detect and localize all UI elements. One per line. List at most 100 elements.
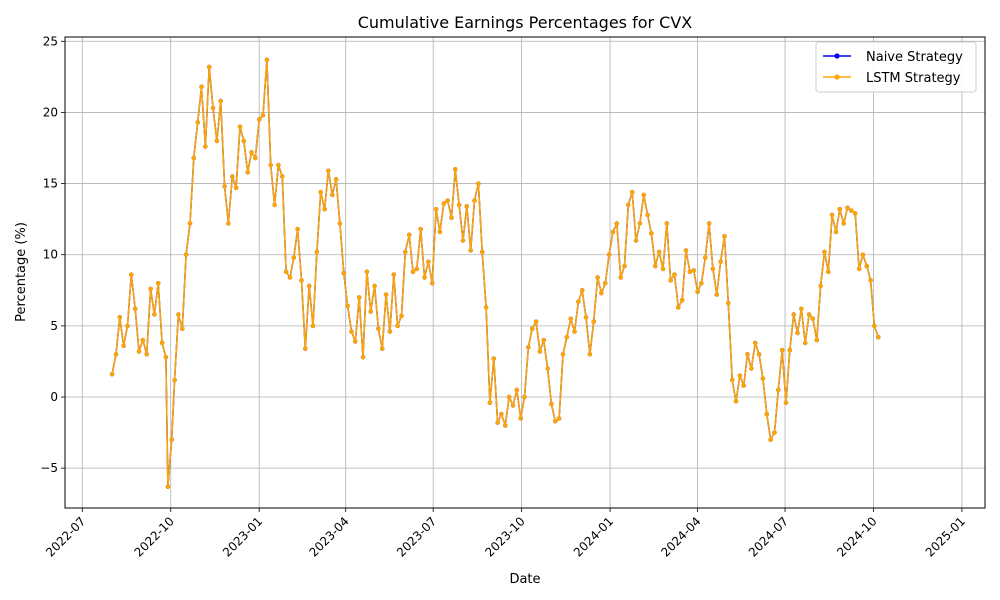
legend-label-lstm: LSTM Strategy	[866, 71, 961, 86]
data-point	[514, 387, 519, 393]
data-point	[156, 281, 161, 286]
data-point	[480, 249, 485, 255]
data-point	[510, 403, 516, 408]
data-point	[257, 117, 262, 122]
y-tick-label: 15	[43, 177, 58, 191]
data-point	[822, 249, 827, 255]
data-point	[876, 335, 881, 340]
data-point	[533, 319, 539, 324]
chart-title: Cumulative Earnings Percentages for CVX	[358, 13, 693, 32]
data-point	[776, 387, 781, 393]
data-point	[187, 221, 193, 226]
data-point	[568, 316, 573, 321]
data-point	[299, 278, 304, 283]
data-point	[433, 207, 439, 212]
data-point	[849, 208, 854, 213]
data-point	[783, 400, 789, 405]
data-point	[372, 283, 377, 289]
data-point	[364, 269, 370, 274]
data-point	[330, 192, 335, 198]
data-point	[437, 229, 443, 235]
data-point	[407, 232, 412, 237]
data-point	[399, 313, 404, 319]
data-point	[395, 323, 400, 329]
data-point	[264, 57, 270, 62]
y-tick-label: 0	[50, 390, 58, 404]
data-point	[545, 366, 550, 371]
data-point	[833, 229, 839, 235]
data-point	[136, 349, 142, 354]
data-point	[618, 275, 623, 280]
data-point	[283, 269, 289, 274]
data-point	[653, 263, 658, 269]
data-point	[853, 211, 858, 216]
data-point	[672, 272, 677, 277]
data-point	[591, 319, 596, 324]
data-point	[460, 238, 466, 243]
data-point	[207, 64, 212, 70]
data-point	[603, 281, 608, 286]
data-point	[826, 269, 831, 274]
legend-label-naive: Naive Strategy	[866, 50, 963, 65]
data-point	[587, 352, 593, 357]
data-point	[706, 221, 712, 226]
data-point	[195, 120, 200, 125]
data-point	[680, 298, 685, 303]
data-point	[499, 411, 504, 417]
data-point	[249, 150, 254, 155]
data-point	[564, 335, 569, 340]
data-point	[610, 229, 616, 235]
data-point	[695, 289, 700, 294]
data-point	[580, 288, 585, 293]
data-point	[214, 138, 220, 144]
data-point	[541, 337, 546, 343]
data-point	[295, 226, 300, 232]
data-point	[787, 347, 792, 353]
data-point	[818, 283, 823, 289]
data-point	[749, 366, 754, 371]
data-point	[449, 215, 454, 220]
data-point	[745, 352, 750, 357]
data-point	[445, 198, 450, 203]
data-point	[637, 221, 643, 226]
data-point	[218, 98, 223, 104]
y-tick-label: 25	[43, 34, 58, 48]
y-tick-label: 20	[43, 105, 58, 119]
data-point	[125, 323, 130, 329]
data-point	[572, 329, 577, 334]
data-point	[199, 84, 204, 90]
data-point	[691, 268, 696, 273]
data-point	[803, 340, 808, 346]
data-point	[268, 162, 273, 168]
data-point	[795, 330, 800, 336]
data-point	[426, 259, 431, 264]
data-point	[418, 226, 423, 232]
data-point	[133, 306, 138, 311]
data-point	[649, 231, 654, 236]
data-point	[614, 221, 619, 226]
data-point	[791, 312, 796, 317]
data-point	[226, 221, 231, 226]
data-point	[683, 248, 689, 253]
data-point	[845, 205, 850, 210]
data-point	[495, 420, 500, 425]
data-point	[391, 272, 396, 277]
data-point	[837, 207, 842, 212]
series-layer	[109, 57, 881, 489]
data-point	[291, 255, 296, 260]
data-point	[860, 252, 866, 257]
data-point	[737, 373, 743, 378]
data-point	[191, 155, 196, 161]
data-point	[626, 202, 631, 208]
data-point	[253, 155, 258, 161]
data-point	[322, 207, 327, 212]
data-point	[349, 329, 354, 334]
data-point	[129, 272, 134, 277]
data-point	[483, 305, 489, 310]
data-point	[491, 356, 496, 361]
data-point	[741, 383, 746, 388]
data-point	[163, 355, 169, 360]
data-point	[687, 269, 693, 274]
data-point	[241, 138, 246, 144]
